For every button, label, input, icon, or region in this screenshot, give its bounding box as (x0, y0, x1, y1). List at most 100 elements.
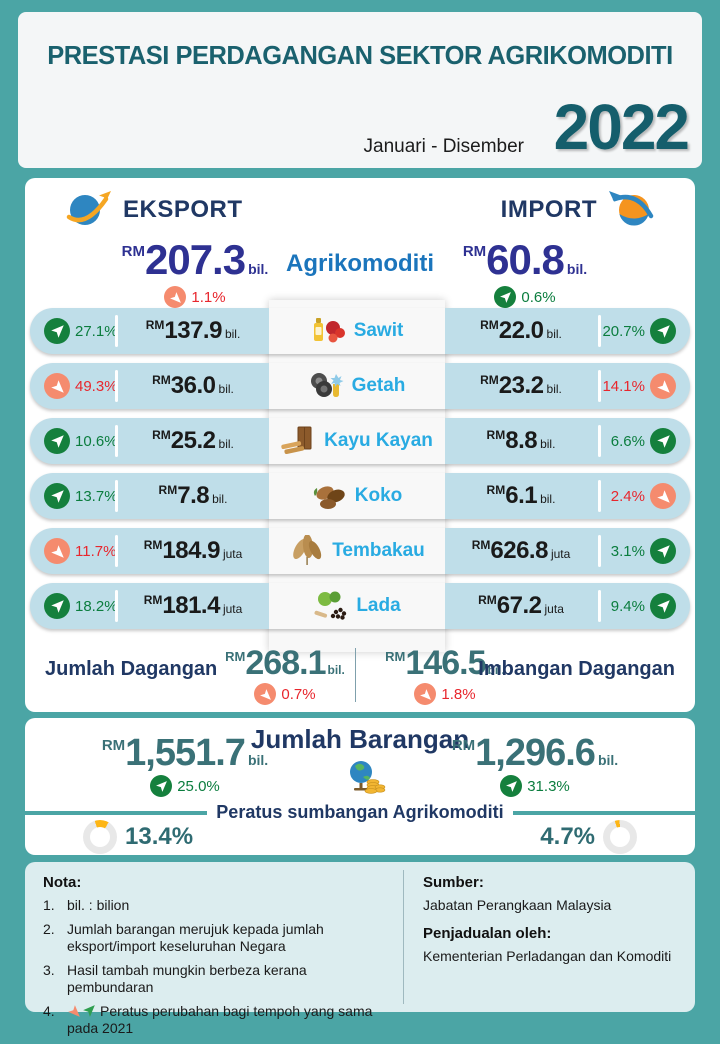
trade-card: EKSPORT IMPORT RM207.3 bil. 1.1% Agrikomo… (25, 178, 695, 712)
trend-arrow-icon (650, 538, 676, 564)
export-value: RM181.4 juta (143, 592, 243, 619)
commodity-cell: Tembakau (269, 528, 445, 574)
trend-arrow-icon (650, 593, 676, 619)
export-change: 13.7% (44, 483, 118, 509)
import-total: RM60.8 bil. 0.6% (415, 236, 635, 309)
nota-section: Nota: 1. bil. : bilion 2. Jumlah barangan … (43, 874, 388, 1044)
import-globe-plane-icon (607, 186, 655, 230)
list-item: 3. Hasil tambah mungkin berbeza kerana pe… (43, 961, 307, 996)
divider (598, 370, 601, 402)
list-item: 4. Peratus perubahan bagi tempoh yang sa… (43, 1002, 373, 1037)
donut-chart-icon (603, 820, 637, 854)
trend-arrow-icon (44, 428, 70, 454)
export-share: 13.4% (83, 820, 193, 854)
trend-arrow-icon (44, 483, 70, 509)
trend-arrow-icon (254, 683, 277, 705)
divider (598, 315, 601, 347)
cocoa-icon (312, 480, 348, 512)
trend-arrow-icon (650, 483, 676, 509)
pepper-icon (313, 590, 349, 622)
divider (598, 425, 601, 457)
table-row: 13.7% RM7.8 bil. Koko RM6.1 bil. 2.4% (30, 473, 690, 519)
list-item: 1. bil. : bilion (43, 897, 130, 913)
trend-arrow-icon (494, 286, 517, 308)
peratus-subtitle: Peratus sumbangan Agrikomoditi (216, 802, 504, 822)
header-card: PRESTASI PERDAGANGAN SEKTOR AGRIKOMODITI… (18, 12, 702, 168)
commodity-cell: Koko (269, 473, 445, 519)
barangan-import-change: 31.3% (500, 775, 570, 797)
timber-icon (281, 425, 317, 457)
import-change: 3.1% (611, 538, 676, 564)
import-change: 6.6% (611, 428, 676, 454)
export-change: 18.2% (44, 593, 118, 619)
trend-arrow-icon (164, 286, 187, 308)
palm-oil-icon (311, 315, 347, 347)
trend-arrow-icon (650, 373, 676, 399)
penjadualan-title: Penjadualan oleh: (423, 925, 552, 942)
sumber-section: Sumber: Jabatan Perangkaan Malaysia Penj… (423, 874, 679, 976)
divider (598, 480, 601, 512)
divider (355, 648, 356, 702)
export-change: 49.3% (44, 373, 118, 399)
trend-arrow-icon (44, 538, 70, 564)
commodity-cell: Sawit (269, 308, 445, 354)
import-value: RM8.8 bil. (486, 427, 556, 454)
globe-money-icon (343, 758, 387, 798)
trend-arrow-icon (44, 373, 70, 399)
imbangan-dagangan-change: 1.8% (414, 683, 476, 705)
jumlah-dagangan-change: 0.7% (254, 683, 316, 705)
eksport-total: RM207.3 bil. 1.1% (85, 236, 305, 309)
trend-arrow-icon (650, 428, 676, 454)
import-total-change: 0.6% (494, 286, 556, 308)
import-change: 14.1% (602, 373, 676, 399)
barangan-import-value: RM1,296.6 bil. 31.3% (415, 732, 655, 798)
export-value: RM7.8 bil. (158, 482, 228, 509)
eksport-total-value: RM207.3 bil. (121, 236, 269, 283)
commodity-cell: Kayu Kayan (269, 418, 445, 464)
trend-arrow-icon (650, 318, 676, 344)
trend-arrow-icon (44, 593, 70, 619)
divider (513, 811, 695, 815)
table-row: 18.2% RM181.4 juta Lada RM67.2 juta 9.4% (30, 583, 690, 629)
eksport-globe-plane-icon (65, 186, 113, 230)
footer-card: Nota: 1. bil. : bilion 2. Jumlah barangan … (25, 862, 695, 1036)
export-value: RM137.9 bil. (145, 317, 241, 344)
export-change: 27.1% (44, 318, 118, 344)
commodity-rows: 27.1% RM137.9 bil. Sawit RM22.0 bil. 20.7%… (30, 308, 690, 638)
import-value: RM23.2 bil. (480, 372, 562, 399)
divider (115, 425, 118, 457)
list-item: 2. Jumlah barangan merujuk kepada jumlah … (43, 920, 324, 955)
export-change: 11.7% (44, 538, 116, 564)
export-value: RM36.0 bil. (152, 372, 234, 399)
eksport-label: EKSPORT (123, 196, 243, 223)
export-change: 10.6% (44, 428, 118, 454)
import-value: RM22.0 bil. (480, 317, 562, 344)
import-value: RM626.8 juta (471, 537, 571, 564)
import-total-value: RM60.8 bil. (462, 236, 588, 283)
jumlah-barangan-title: Jumlah Barangan (250, 724, 470, 754)
donut-chart-icon (83, 820, 117, 854)
penjadualan-text: Kementerian Perladangan dan Komoditi (423, 948, 672, 964)
tobacco-icon (289, 535, 325, 567)
divider (598, 535, 601, 567)
nota-title: Nota: (43, 874, 82, 891)
barangan-export-change: 25.0% (150, 775, 220, 797)
imbangan-dagangan-value: RM146.5 bil. 1.8% (365, 644, 525, 706)
commodity-cell: Lada (269, 583, 445, 629)
table-row: 49.3% RM36.0 bil. Getah RM23.2 bil. 14.1% (30, 363, 690, 409)
page-title: PRESTASI PERDAGANGAN SEKTOR AGRIKOMODITI (47, 40, 673, 70)
divider (403, 870, 404, 1004)
center-heading: Agrikomoditi (286, 250, 434, 277)
divider (598, 590, 601, 622)
divider (115, 480, 118, 512)
table-row: 27.1% RM137.9 bil. Sawit RM22.0 bil. 20.7% (30, 308, 690, 354)
commodity-cell: Getah (269, 363, 445, 409)
divider (115, 535, 118, 567)
jumlah-dagangan-label: Jumlah Dagangan (45, 658, 218, 680)
period-label: Januari - Disember (363, 136, 525, 157)
trend-arrows-icon (67, 1004, 96, 1018)
table-row: 11.7% RM184.9 juta Tembakau RM626.8 juta 3… (30, 528, 690, 574)
year-label: 2022 (553, 91, 690, 163)
divider (25, 811, 207, 815)
sumber-text: Jabatan Perangkaan Malaysia (423, 897, 612, 913)
